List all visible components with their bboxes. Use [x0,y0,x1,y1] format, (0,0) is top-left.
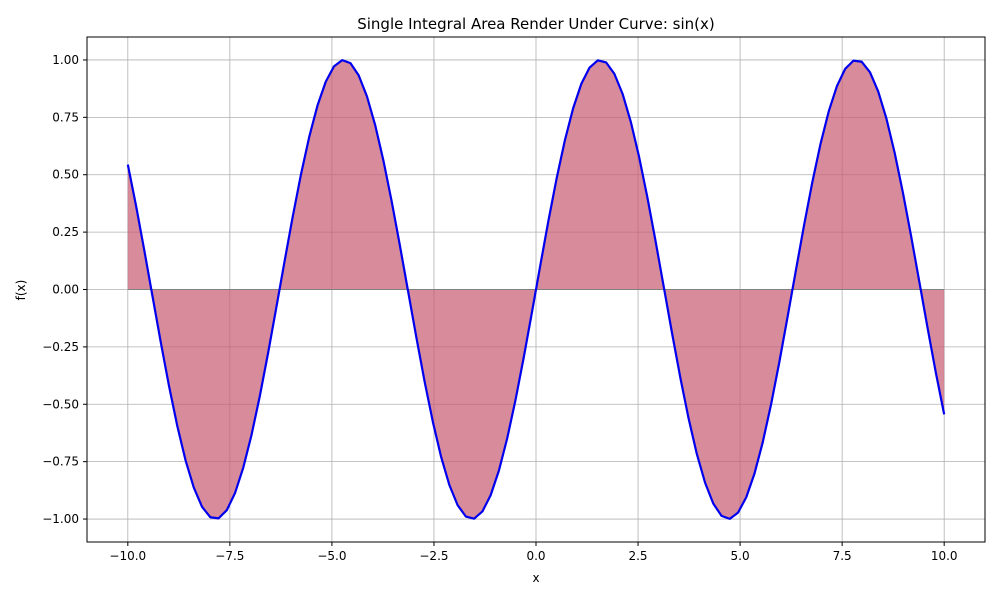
y-tick-label: 0.00 [52,283,79,297]
x-tick-label: −2.5 [419,549,448,563]
x-tick-label: 2.5 [628,549,647,563]
y-tick-label: −0.75 [42,455,79,469]
sin-curve-line [126,58,946,521]
x-tick-label: 0.0 [526,549,545,563]
x-tick-label: −5.0 [317,549,346,563]
y-tick-label: 0.25 [52,225,79,239]
x-tick-label: −7.5 [215,549,244,563]
y-tick-label: 0.50 [52,168,79,182]
x-tick-label: 5.0 [731,549,750,563]
y-tick-label: −1.00 [42,512,79,526]
y-tick-label: −0.25 [42,340,79,354]
x-tick-label: −10.0 [109,549,146,563]
x-tick-label: 7.5 [833,549,852,563]
y-axis-ticks: −1.00 −0.75 −0.50 −0.25 0.00 0.25 0.50 0.75 1.00 [42,53,87,526]
x-axis-label: x [532,571,539,585]
x-axis-ticks: −10.0 −7.5 −5.0 −2.5 0.0 2.5 5.0 7.5 10.0 [109,542,958,563]
y-tick-label: 1.00 [52,53,79,67]
y-tick-label: −0.50 [42,397,79,411]
chart-title: Single Integral Area Render Under Curve:… [357,15,715,33]
curve-group [126,58,946,521]
x-tick-label: 10.0 [931,549,958,563]
y-tick-label: 0.75 [52,110,79,124]
y-axis-label: f(x) [14,280,28,301]
